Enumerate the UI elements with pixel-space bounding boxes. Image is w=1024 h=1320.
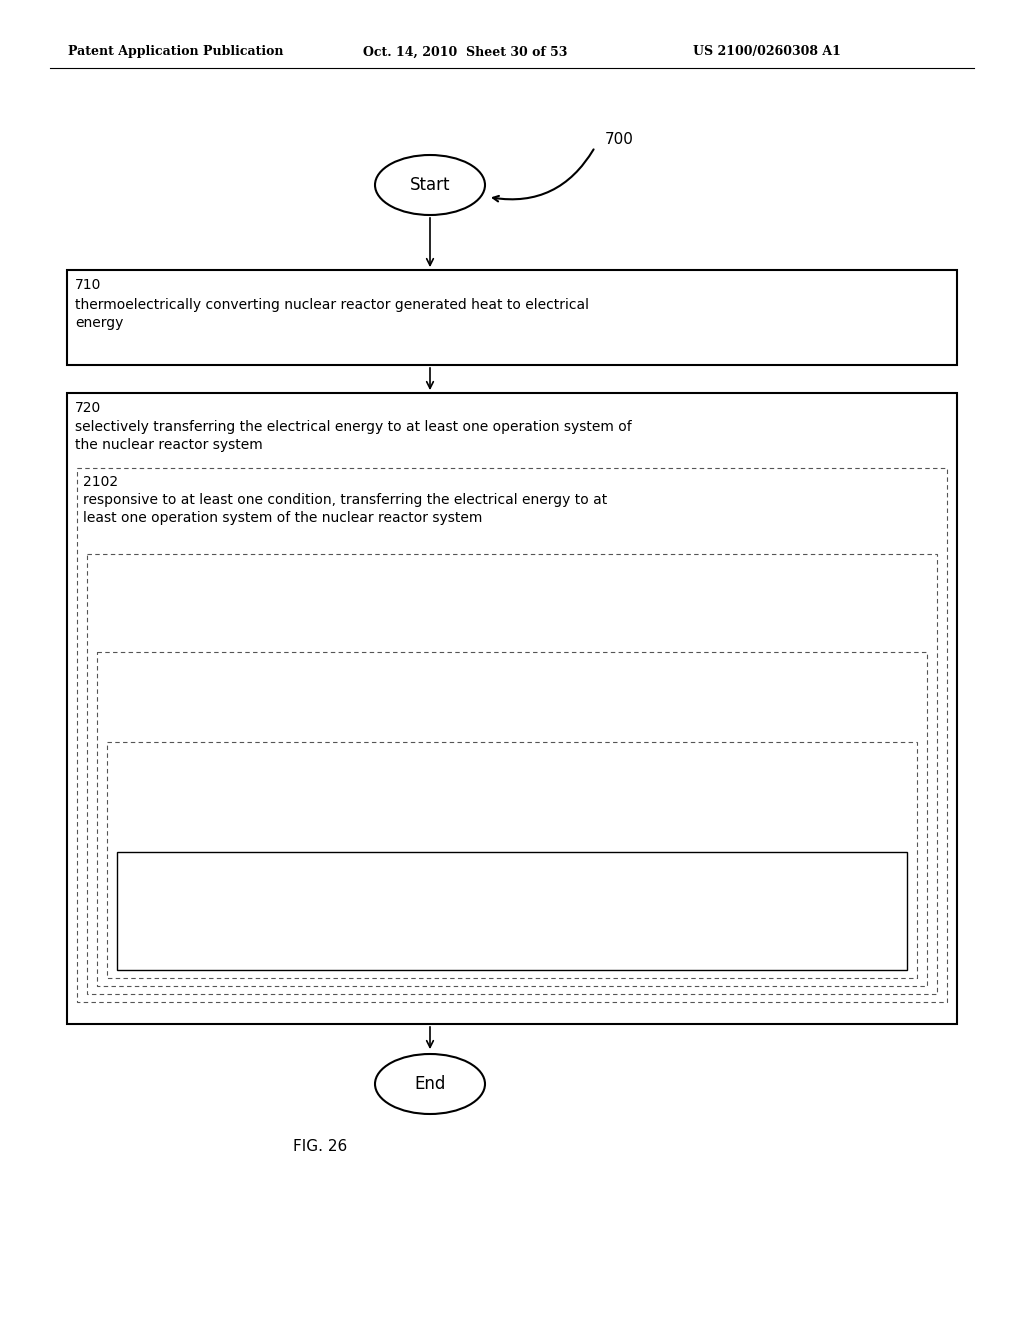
Ellipse shape	[375, 1053, 485, 1114]
Text: selectively transferring the electrical energy to at least one operation system : selectively transferring the electrical …	[75, 420, 632, 453]
Text: 2102: 2102	[83, 475, 118, 488]
Text: responsive to at least one condition, transferring the electrical energy to at
l: responsive to at least one condition, tr…	[83, 492, 607, 525]
Bar	[106, 742, 918, 978]
Text: US 2100/0260308 A1: US 2100/0260308 A1	[693, 45, 841, 58]
Text: 2602: 2602	[123, 859, 158, 873]
Ellipse shape	[375, 154, 485, 215]
Bar	[77, 469, 947, 1002]
Text: responsive to at least one signal from at least one control system
responsive to: responsive to at least one signal from a…	[113, 767, 583, 836]
Text: responsive to at least one signal from at least one control system,
transferring: responsive to at least one signal from a…	[103, 677, 582, 727]
Text: FIG. 26: FIG. 26	[293, 1139, 347, 1154]
Text: responsive to at least one signal from at least one operation system,
transferri: responsive to at least one signal from a…	[93, 579, 599, 630]
Text: 700: 700	[605, 132, 634, 148]
Text: 710: 710	[75, 279, 101, 292]
Text: thermoelectrically converting nuclear reactor generated heat to electrical
energ: thermoelectrically converting nuclear re…	[75, 298, 589, 330]
Bar	[117, 851, 907, 970]
Bar	[67, 393, 957, 1024]
Text: 720: 720	[75, 401, 101, 414]
Text: Oct. 14, 2010  Sheet 30 of 53: Oct. 14, 2010 Sheet 30 of 53	[362, 45, 567, 58]
Bar	[67, 271, 957, 366]
Text: 2504: 2504	[113, 748, 148, 763]
Text: Start: Start	[410, 176, 451, 194]
Text: responsive to at least one signal from at least one control
system responsive to: responsive to at least one signal from a…	[123, 876, 563, 983]
Text: Patent Application Publication: Patent Application Publication	[68, 45, 284, 58]
Bar	[87, 554, 937, 994]
Bar	[97, 652, 927, 986]
Text: 2104: 2104	[93, 561, 128, 576]
Text: End: End	[415, 1074, 445, 1093]
Text: 2502: 2502	[103, 659, 138, 673]
